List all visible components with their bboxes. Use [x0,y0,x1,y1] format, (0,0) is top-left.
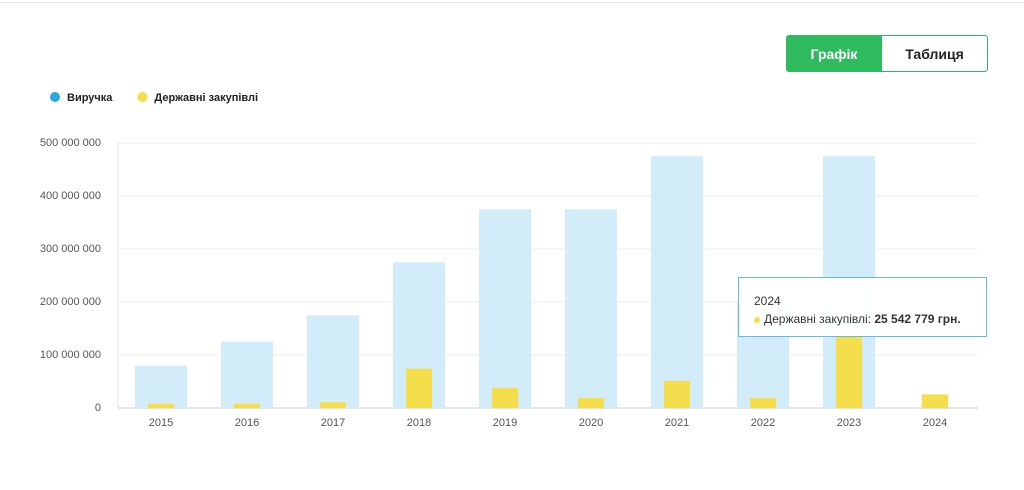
bar [565,209,617,408]
x-tick-label: 2015 [149,417,173,429]
legend-label: Виручка [67,92,113,104]
x-tick-label: 2020 [579,417,603,429]
y-tick-label: 500 000 000 [40,137,101,149]
y-tick-label: 400 000 000 [40,190,101,202]
tooltip: 2024 Державні закупівлі: 25 542 779 грн. [738,277,987,337]
y-tick-label: 300 000 000 [40,243,101,255]
bar [664,380,690,408]
legend-marker [50,92,60,102]
bar [479,209,531,408]
bar [135,365,187,408]
bar [148,403,174,408]
x-tick-label: 2016 [235,417,259,429]
bar [492,387,518,408]
tooltip-dot [754,316,760,323]
bar [307,315,359,408]
bar [320,402,346,408]
top-border [0,0,1024,3]
tooltip-value: 25 542 779 грн. [874,312,961,326]
y-tick-label: 100 000 000 [40,349,101,361]
bar [406,368,432,408]
y-tick-label: 0 [95,402,101,414]
legend-label: Державні закупівлі [154,92,258,104]
tooltip-row: Державні закупівлі: 25 542 779 грн. [754,312,986,326]
x-tick-label: 2019 [493,417,517,429]
bar [922,394,948,408]
tab-table[interactable]: Таблиця [881,35,988,72]
x-tick-label: 2021 [665,417,689,429]
bar [578,397,604,408]
y-tick-label: 200 000 000 [40,296,101,308]
legend-marker [137,92,148,102]
x-tick-label: 2018 [407,417,431,429]
x-tick-label: 2017 [321,417,345,429]
bar [651,156,703,408]
bar [221,341,273,408]
x-tick-label: 2023 [837,417,861,429]
bar [836,333,862,408]
x-tick-label: 2024 [923,417,947,429]
x-tick-label: 2022 [751,417,775,429]
bar [234,403,260,408]
tab-chart[interactable]: Графік [786,35,882,72]
tooltip-title: 2024 [754,294,781,308]
bar [750,397,776,408]
tooltip-label: Державні закупівлі: [764,312,872,326]
